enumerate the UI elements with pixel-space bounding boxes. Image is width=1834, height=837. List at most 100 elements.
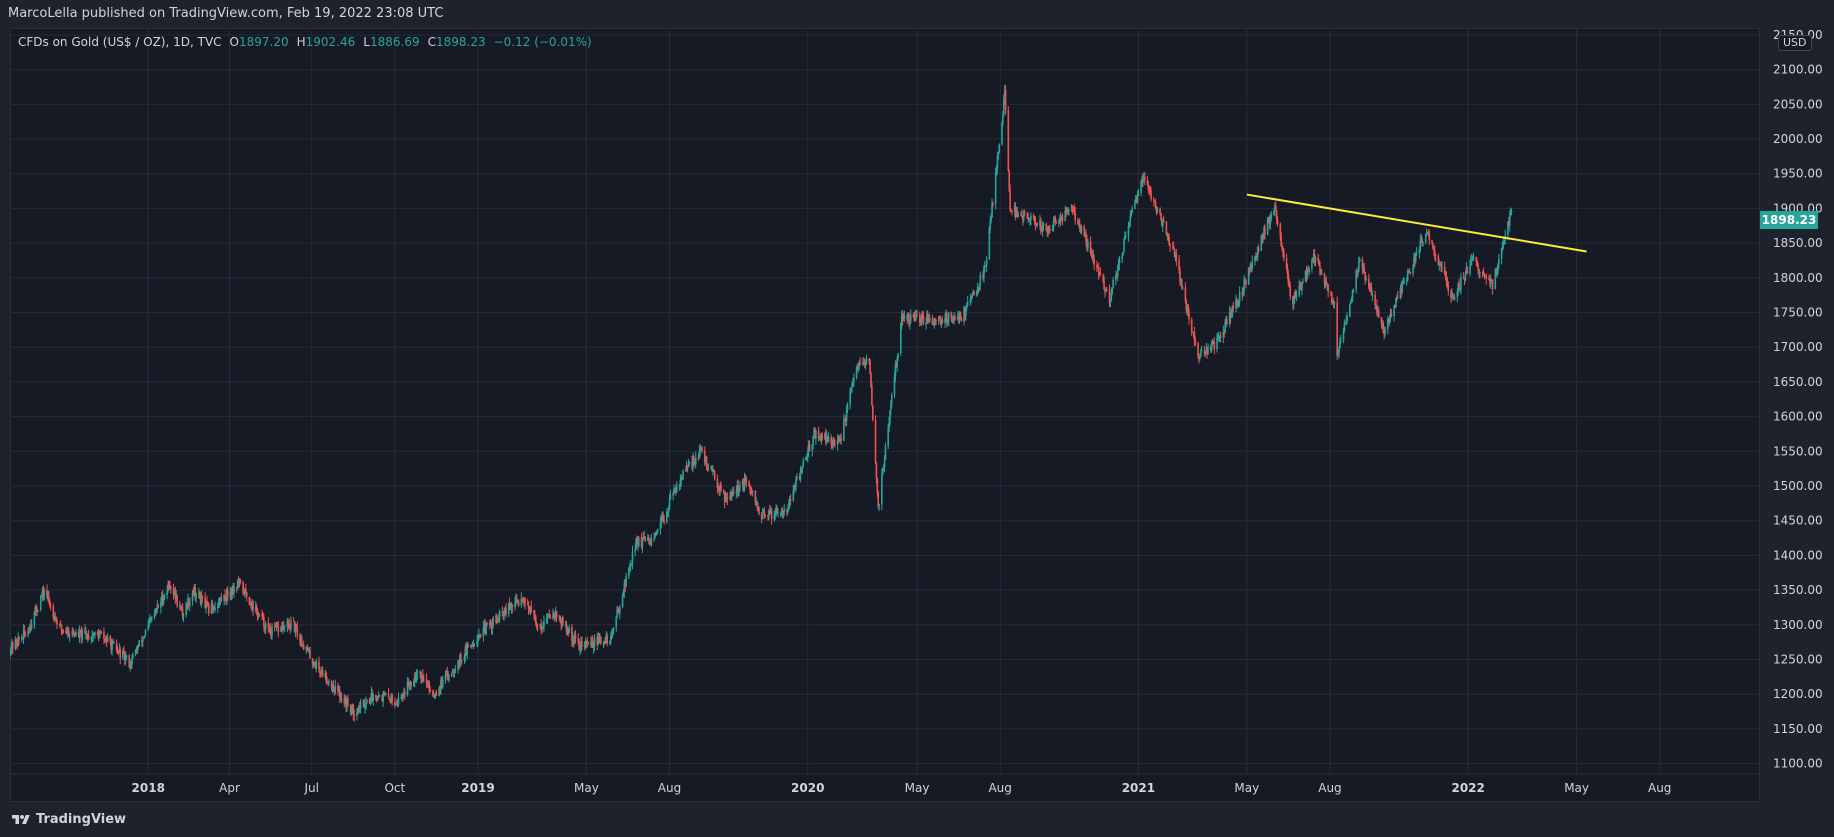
candle-body xyxy=(927,314,929,322)
candle-body xyxy=(878,504,880,507)
candle-body xyxy=(833,441,835,444)
candle-body xyxy=(533,610,535,615)
candle-body xyxy=(1260,235,1263,251)
candle-body xyxy=(337,685,339,691)
candle-body xyxy=(138,640,140,647)
candle-body xyxy=(972,291,974,294)
candle-body xyxy=(1108,290,1111,303)
candle-body xyxy=(1085,235,1087,241)
candle-body xyxy=(1150,190,1152,200)
candle-body xyxy=(124,657,127,660)
candle-body xyxy=(1045,223,1048,231)
candle-body xyxy=(1343,322,1346,331)
candle-body xyxy=(1456,291,1459,298)
candle-body xyxy=(1086,240,1088,249)
candle-body xyxy=(1129,215,1132,223)
candle-body xyxy=(216,606,219,608)
candle-body xyxy=(429,688,431,692)
candle-body xyxy=(1192,331,1195,333)
candle-body xyxy=(351,704,354,708)
candle-body xyxy=(789,499,792,501)
candle-body xyxy=(376,698,378,700)
candle-body xyxy=(1503,240,1506,242)
candle-body xyxy=(439,688,441,690)
candle-body xyxy=(65,631,67,633)
candle-body xyxy=(756,502,758,508)
candle-body xyxy=(510,604,513,609)
candle-body xyxy=(959,312,962,319)
candle-body xyxy=(1469,265,1471,274)
candle-body xyxy=(945,314,947,318)
candle-body xyxy=(173,590,176,594)
candle-body xyxy=(1155,208,1158,213)
candle-body xyxy=(162,599,165,604)
candle-body xyxy=(207,603,210,614)
candle-body xyxy=(1142,178,1144,182)
candle-body xyxy=(211,605,214,612)
candle-body xyxy=(1115,275,1118,277)
candle-body xyxy=(1421,239,1423,243)
candle-body xyxy=(1091,254,1094,256)
candle-body xyxy=(697,457,700,459)
candle-body xyxy=(739,485,741,488)
candle-body xyxy=(129,663,131,668)
candle-body xyxy=(1223,331,1226,333)
candle-body xyxy=(735,491,738,493)
price-chart[interactable]: 1100.00 1150.00 1200.00 1250.00 1300.00 1350.… xyxy=(10,28,1834,802)
candle-body xyxy=(720,485,722,491)
candle-body xyxy=(451,670,454,673)
candle-body xyxy=(42,589,45,595)
candle-body xyxy=(1409,271,1412,274)
candle-body xyxy=(119,649,122,658)
candle-body xyxy=(827,437,830,442)
candle-body xyxy=(484,624,487,634)
candle-body xyxy=(402,695,404,697)
candle-body xyxy=(441,679,443,687)
candle-body xyxy=(453,670,456,672)
candle-body xyxy=(1320,273,1322,275)
candle-body xyxy=(1203,351,1206,353)
candle-body xyxy=(1447,284,1450,292)
candle-body xyxy=(769,510,771,515)
candle-body xyxy=(142,637,145,639)
candle-body xyxy=(1255,256,1257,258)
candle-body xyxy=(1180,280,1183,288)
candle-body xyxy=(175,595,178,600)
candle-body xyxy=(1349,304,1351,317)
candle-body xyxy=(901,315,904,321)
candle-body xyxy=(649,539,652,545)
candle-body xyxy=(1134,203,1136,210)
candle-body xyxy=(28,631,30,633)
candle-body xyxy=(362,699,365,702)
candle-body xyxy=(458,660,460,664)
candle-body xyxy=(794,485,796,487)
candle-body xyxy=(631,551,634,564)
candle-body xyxy=(817,430,820,440)
candle-body xyxy=(1209,346,1212,351)
last-price-badge: 1898.23 xyxy=(1760,211,1818,229)
candle-body xyxy=(1073,209,1076,213)
currency-label[interactable]: USD xyxy=(1778,35,1812,51)
candle-body xyxy=(686,465,689,468)
candle-body xyxy=(469,646,472,648)
candle-body xyxy=(1422,242,1424,244)
price-tick-label: 1950.00 xyxy=(1773,167,1823,181)
candle-body xyxy=(1059,218,1061,221)
price-tick-label: 1100.00 xyxy=(1773,757,1823,771)
candle-body xyxy=(1491,279,1494,290)
candle-body xyxy=(579,648,581,651)
candle-body xyxy=(66,632,68,634)
candle-body xyxy=(560,622,562,625)
candle-body xyxy=(863,362,866,364)
tradingview-logo[interactable]: TradingView xyxy=(10,812,126,827)
candle-body xyxy=(263,617,265,627)
candle-body xyxy=(116,650,119,652)
candle-body xyxy=(783,509,786,513)
candle-body xyxy=(719,485,721,492)
candle-body xyxy=(1495,268,1497,276)
candle-body xyxy=(701,448,703,451)
candle-body xyxy=(94,632,96,636)
candle-body xyxy=(517,601,520,606)
candle-body xyxy=(1485,276,1488,279)
candle-body xyxy=(1428,233,1431,241)
